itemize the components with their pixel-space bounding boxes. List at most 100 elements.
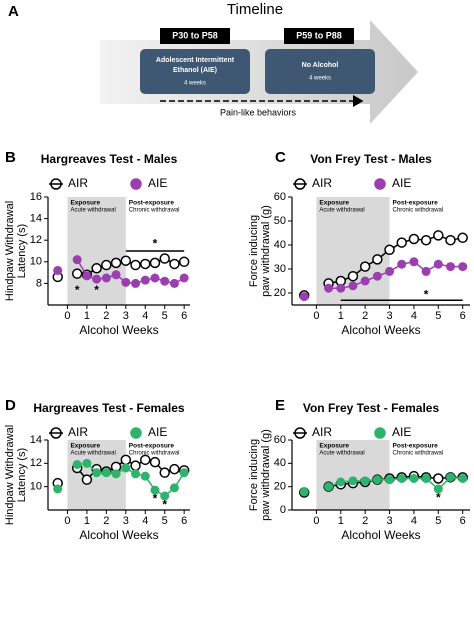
y-tick-label: 14 xyxy=(30,434,42,446)
phase-label: Exposure xyxy=(70,443,100,450)
data-point xyxy=(72,255,82,265)
data-point xyxy=(111,469,121,479)
data-point xyxy=(324,482,334,492)
y-axis-label: Hindpaw Withdrawal xyxy=(4,201,16,301)
x-axis-label: Alcohol Weeks xyxy=(79,528,158,542)
panel-label: E xyxy=(275,397,285,414)
x-tick-label: 6 xyxy=(181,310,187,322)
data-point xyxy=(360,276,370,286)
data-point xyxy=(360,476,370,486)
data-point xyxy=(409,257,419,267)
y-axis-label: Hindpaw Withdrawal xyxy=(4,425,16,525)
phase-sublabel: Chronic withdrawal xyxy=(393,451,444,457)
data-point xyxy=(169,258,180,270)
phase-label: Post-exposure xyxy=(129,443,175,450)
x-tick-label: 1 xyxy=(84,515,90,527)
y-tick-label: 10 xyxy=(30,481,42,493)
data-point xyxy=(169,278,179,288)
data-point xyxy=(130,460,141,471)
y-axis-label: paw withdrawal (g) xyxy=(260,205,272,297)
phase-label: Exposure xyxy=(319,200,349,207)
phase-label: Post-exposure xyxy=(129,200,175,207)
annotation: * xyxy=(94,283,99,297)
data-point xyxy=(91,263,102,274)
period-label-box xyxy=(160,28,230,44)
data-point xyxy=(348,476,358,486)
period-duration: 4 weeks xyxy=(184,81,206,87)
data-point xyxy=(121,463,131,473)
data-point xyxy=(372,475,382,485)
data-point xyxy=(178,256,190,268)
data-point xyxy=(421,474,431,483)
shade-region xyxy=(67,197,126,305)
data-point xyxy=(336,283,346,293)
data-point xyxy=(92,274,102,284)
panel-label: B xyxy=(5,149,16,166)
phase-sublabel: Chronic withdrawal xyxy=(129,451,180,457)
period-duration: 4 weeks xyxy=(309,76,331,82)
x-tick-label: 1 xyxy=(338,515,344,527)
y-axis-label: paw withdrawal (g) xyxy=(260,429,272,521)
y-tick-label: 0 xyxy=(280,504,286,516)
annotation: * xyxy=(162,498,167,512)
annotation: * xyxy=(424,288,429,302)
legend-label: AIE xyxy=(148,425,167,439)
period-box xyxy=(265,49,375,94)
data-point xyxy=(445,472,455,482)
x-tick-label: 0 xyxy=(313,515,319,527)
data-point xyxy=(149,456,161,468)
y-axis-label: Latency (s) xyxy=(16,448,28,502)
phase-label: Exposure xyxy=(319,443,349,450)
data-point xyxy=(421,266,431,276)
legend-marker xyxy=(130,427,142,439)
x-tick-label: 4 xyxy=(142,310,148,322)
x-tick-label: 1 xyxy=(84,310,90,322)
x-tick-label: 0 xyxy=(64,310,70,322)
data-point xyxy=(299,487,309,497)
annotation: * xyxy=(153,237,158,251)
data-point xyxy=(458,474,468,483)
data-point xyxy=(150,485,160,495)
x-axis-label: Alcohol Weeks xyxy=(341,323,420,337)
y-tick-label: 12 xyxy=(30,234,42,246)
timeline-title: Timeline xyxy=(227,1,283,18)
x-tick-label: 0 xyxy=(64,515,70,527)
period-label: P59 to P88 xyxy=(296,30,342,40)
legend-marker xyxy=(374,427,386,439)
data-point xyxy=(150,273,160,283)
panel-label: D xyxy=(5,397,16,414)
data-point xyxy=(53,484,63,494)
y-tick-label: 8 xyxy=(36,277,42,289)
legend-label: AIE xyxy=(392,425,411,439)
data-point xyxy=(433,230,444,241)
legend-label: AIR xyxy=(312,176,332,190)
data-point xyxy=(372,271,382,281)
period-name: No Alcohol xyxy=(302,62,339,69)
data-point xyxy=(82,458,92,468)
period-label-box xyxy=(284,28,354,44)
x-tick-label: 5 xyxy=(162,310,168,322)
phase-sublabel: Chronic withdrawal xyxy=(393,208,444,214)
data-point xyxy=(101,468,111,478)
data-point xyxy=(169,483,179,493)
y-tick-label: 12 xyxy=(30,457,42,469)
x-tick-label: 6 xyxy=(460,515,466,527)
data-point xyxy=(121,277,131,287)
data-point xyxy=(179,468,189,478)
timeline-arrow xyxy=(100,20,418,124)
x-tick-label: 0 xyxy=(313,310,319,322)
x-tick-label: 6 xyxy=(181,515,187,527)
phase-sublabel: Acute withdrawal xyxy=(319,208,364,214)
legend-label: AIE xyxy=(148,176,167,190)
data-point xyxy=(385,475,395,485)
y-tick-label: 10 xyxy=(30,256,42,268)
phase-sublabel: Acute withdrawal xyxy=(70,451,115,457)
data-point xyxy=(169,463,180,475)
legend-marker xyxy=(374,178,386,190)
data-point xyxy=(324,283,334,293)
data-point xyxy=(396,237,407,248)
data-point xyxy=(445,262,455,272)
data-point xyxy=(385,266,395,276)
chart-title: Hargreaves Test - Males xyxy=(41,152,178,166)
